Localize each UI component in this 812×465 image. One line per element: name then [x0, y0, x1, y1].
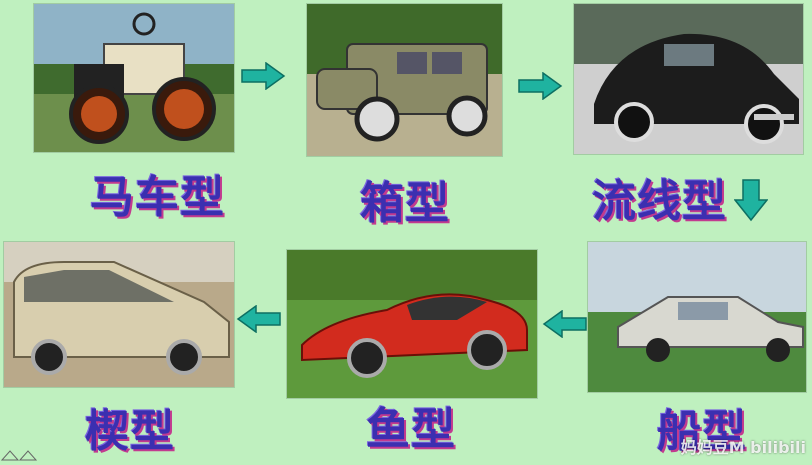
box-car-photo: [307, 4, 502, 156]
streamline-car-photo: [574, 4, 803, 154]
stage-label-box: 箱型: [360, 178, 450, 229]
arrow-left-icon: [236, 305, 282, 333]
stage-label-fish: 鱼型: [366, 404, 456, 455]
arrow-right-icon: [240, 62, 286, 90]
carriage-car-photo: [34, 4, 234, 152]
watermark: 妈妈豆M bilibili: [680, 438, 806, 457]
stage-label-wedge: 楔型: [85, 406, 175, 457]
arrow-right-icon: [517, 72, 563, 100]
fish-car-photo: [287, 250, 537, 398]
wedge-car-photo: [4, 242, 234, 387]
stage-label-boat: 船型: [657, 406, 747, 457]
boat-car-photo: [588, 242, 806, 392]
stage-label-streamline: 流线型: [592, 176, 727, 227]
arrow-down-icon: [734, 178, 768, 222]
stage-label-carriage: 马车型: [90, 172, 225, 223]
arrow-left-icon: [542, 310, 588, 338]
slide-corner-icon: [0, 448, 40, 462]
